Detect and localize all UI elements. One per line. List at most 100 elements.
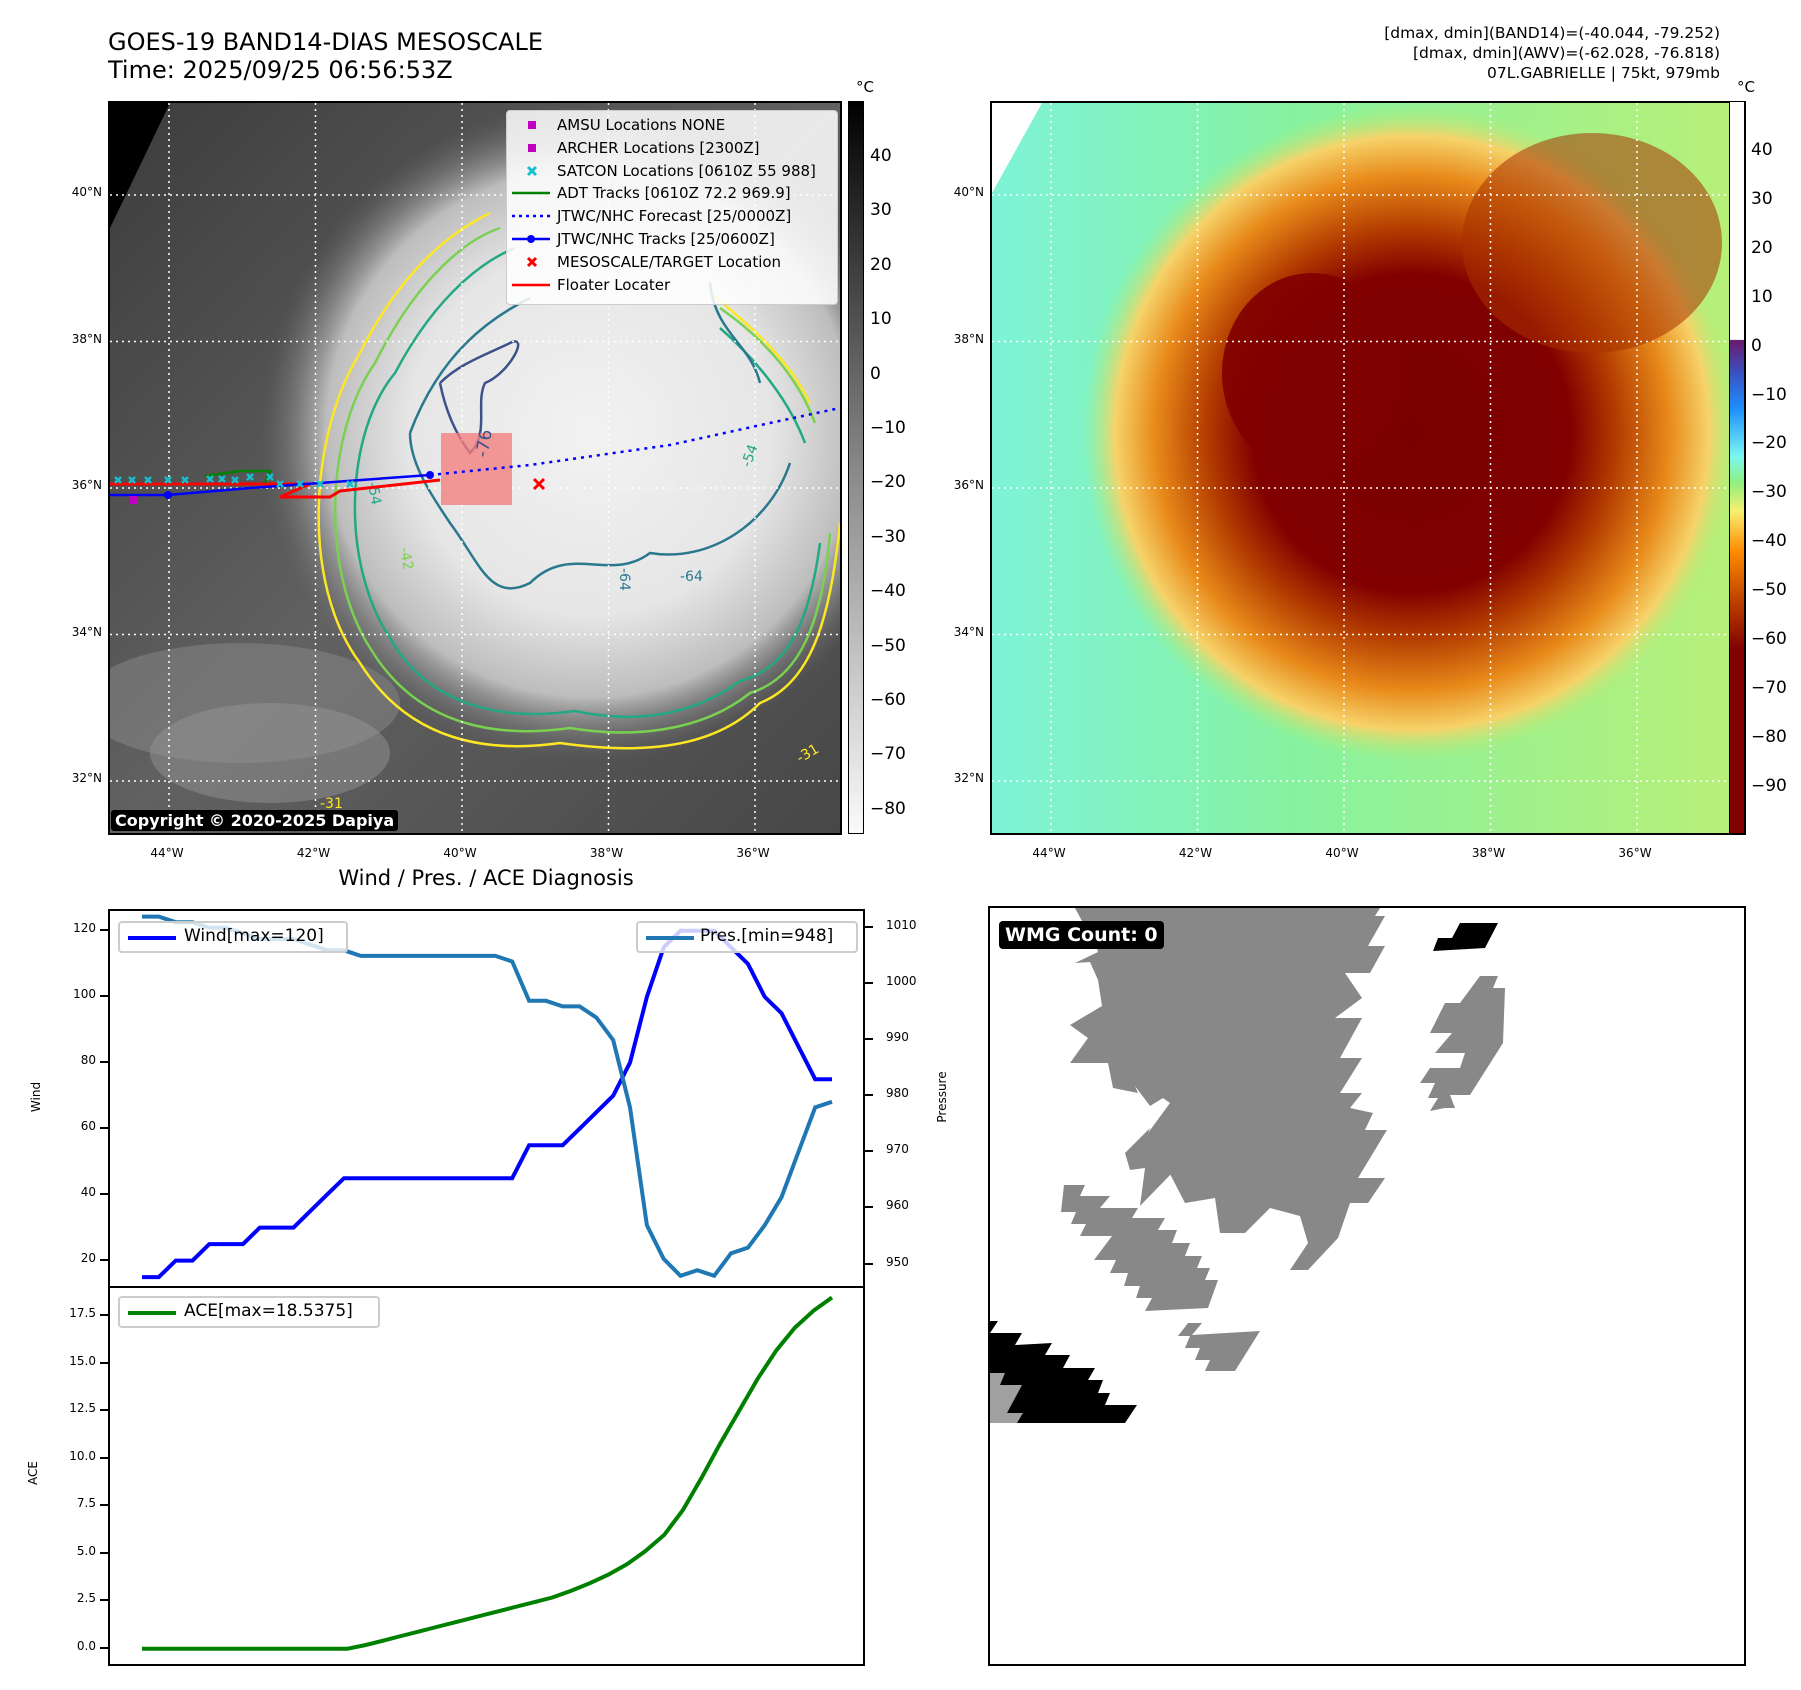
wind-tick-mark bbox=[100, 1126, 108, 1129]
colorbar-left-tick: −50 bbox=[870, 635, 906, 656]
colorbar-left-tick: −40 bbox=[870, 581, 906, 602]
ace-tick-mark bbox=[100, 1409, 108, 1412]
wind-tick-label: 80 bbox=[80, 1052, 96, 1067]
colorbar-right-tick: −40 bbox=[1751, 531, 1787, 552]
ace-legend: ACE[max=18.5375] bbox=[118, 1296, 380, 1328]
awv-image bbox=[992, 103, 1744, 833]
figure-time: Time: 2025/09/25 06:56:53Z bbox=[108, 56, 453, 84]
jtwc-track-point bbox=[164, 491, 172, 499]
contour-label: -64 bbox=[680, 569, 703, 585]
colorbar-right-tick: −30 bbox=[1751, 482, 1787, 503]
wmg-region-gray bbox=[1057, 908, 1387, 1270]
figure-title: GOES-19 BAND14-DIAS MESOSCALE bbox=[108, 28, 544, 56]
legend-label: JTWC/NHC Forecast [25/0000Z] bbox=[557, 207, 792, 226]
ace-legend-label: ACE[max=18.5375] bbox=[184, 1301, 353, 1321]
lon-tick-label: 44°W bbox=[1032, 846, 1066, 860]
colorbar-left-unit: °C bbox=[856, 78, 874, 96]
colorbar-left-tick: −30 bbox=[870, 526, 906, 547]
lat-tick-label: 32°N bbox=[953, 771, 984, 785]
ace-tick-mark bbox=[100, 1599, 108, 1602]
legend-item: SATCON Locations [0610Z 55 988] bbox=[507, 160, 837, 182]
satcon-marker bbox=[218, 475, 226, 483]
colorbar-left-tick: 40 bbox=[870, 146, 892, 166]
ace-tick-label: 10.0 bbox=[69, 1448, 96, 1463]
lon-tick-label: 38°W bbox=[1471, 846, 1506, 860]
legend-label: Floater Locater bbox=[557, 275, 671, 294]
pressure-tick-mark bbox=[865, 1094, 873, 1097]
awv-cold-region bbox=[1462, 133, 1722, 353]
legend-item: MESOSCALE/TARGET Location bbox=[507, 251, 837, 273]
pressure-tick-mark bbox=[865, 1206, 873, 1209]
legend-marker-icon bbox=[512, 214, 550, 218]
colorbar-left-tick: −60 bbox=[870, 690, 906, 710]
wind-tick-mark bbox=[100, 994, 108, 997]
pressure-line bbox=[142, 914, 833, 1279]
wind-tick-mark bbox=[100, 928, 108, 931]
colorbar-left-tick: 30 bbox=[870, 200, 892, 221]
ace-legend-swatch bbox=[128, 1311, 176, 1315]
satcon-marker bbox=[144, 476, 152, 484]
colorbar-right-tick: −60 bbox=[1751, 629, 1787, 649]
ace-tick-mark bbox=[100, 1551, 108, 1554]
awv-cold-core bbox=[1222, 273, 1402, 473]
floater-box bbox=[441, 433, 512, 505]
jtwc-forecast-line bbox=[429, 406, 840, 477]
lon-tick-label: 36°W bbox=[736, 846, 770, 860]
legend-marker-icon bbox=[528, 143, 536, 152]
legend-label: SATCON Locations [0610Z 55 988] bbox=[557, 161, 816, 180]
wind-tick-mark bbox=[100, 1258, 108, 1261]
cloud-band bbox=[150, 703, 390, 803]
legend-label: ADT Tracks [0610Z 72.2 969.9] bbox=[557, 184, 791, 203]
awv-panel bbox=[990, 101, 1746, 835]
satcon-marker bbox=[128, 476, 136, 484]
legend-label: AMSU Locations NONE bbox=[557, 116, 726, 134]
legend-item: JTWC/NHC Tracks [25/0600Z] bbox=[507, 228, 837, 250]
satcon-marker bbox=[206, 475, 214, 483]
wmg-region-gray bbox=[1178, 1323, 1260, 1371]
ace-tick-label: 0.0 bbox=[76, 1638, 96, 1653]
legend-marker-icon bbox=[526, 256, 538, 267]
satcon-marker bbox=[316, 480, 324, 488]
wind-tick-mark bbox=[100, 1060, 108, 1063]
legend-marker-icon bbox=[528, 121, 536, 129]
pressure-legend: Pres.[min=948] bbox=[636, 921, 858, 953]
legend-marker-icon bbox=[512, 235, 550, 243]
ace-plot bbox=[142, 1295, 834, 1651]
legend-marker-icon bbox=[512, 283, 550, 286]
colorbar-left-tick: 20 bbox=[870, 254, 892, 275]
lon-tick-label: 44°W bbox=[150, 846, 184, 860]
lat-tick-label: 40°N bbox=[71, 185, 102, 199]
wmg-region-lightgray bbox=[990, 1373, 1023, 1423]
lon-tick-label: 40°W bbox=[1325, 846, 1359, 860]
satcon-marker bbox=[181, 476, 189, 484]
legend-item: Floater Locater bbox=[507, 274, 837, 296]
legend-label: MESOSCALE/TARGET Location bbox=[557, 252, 782, 271]
colorbar-left-tick: −80 bbox=[870, 798, 906, 819]
lat-tick-label: 38°N bbox=[71, 331, 102, 346]
colorbar-right-tick: −70 bbox=[1751, 677, 1787, 698]
ace-tick-label: 12.5 bbox=[69, 1401, 96, 1416]
contour-label: -31 bbox=[320, 796, 343, 812]
lon-tick-label: 42°W bbox=[296, 846, 331, 860]
lat-tick-label: 36°N bbox=[71, 478, 102, 492]
pressure-tick-mark bbox=[865, 1150, 873, 1153]
lon-tick-label: 42°W bbox=[1178, 846, 1213, 860]
wmg-panel: WMG Count: 0 bbox=[988, 906, 1746, 1666]
ace-line bbox=[142, 1295, 834, 1651]
contour-label: -76 bbox=[472, 428, 497, 459]
wind-legend: Wind[max=120] bbox=[118, 921, 348, 953]
ace-chart: ACE[max=18.5375] bbox=[108, 1286, 865, 1666]
pressure-tick-mark bbox=[865, 981, 873, 984]
pressure-tick-label: 950 bbox=[886, 1254, 909, 1269]
adt-track-line bbox=[204, 469, 272, 484]
lat-tick-label: 36°N bbox=[953, 478, 984, 492]
colorbar-right-tick: 30 bbox=[1751, 188, 1773, 209]
wind-tick-label: 20 bbox=[80, 1250, 96, 1265]
wmg-image bbox=[990, 908, 1505, 1423]
legend-marker-icon bbox=[512, 192, 550, 195]
ace-tick-mark bbox=[100, 1456, 108, 1459]
contour-31 bbox=[317, 211, 840, 750]
pressure-tick-mark bbox=[865, 925, 873, 928]
satcon-marker bbox=[296, 480, 304, 488]
pressure-tick-mark bbox=[865, 1038, 873, 1041]
